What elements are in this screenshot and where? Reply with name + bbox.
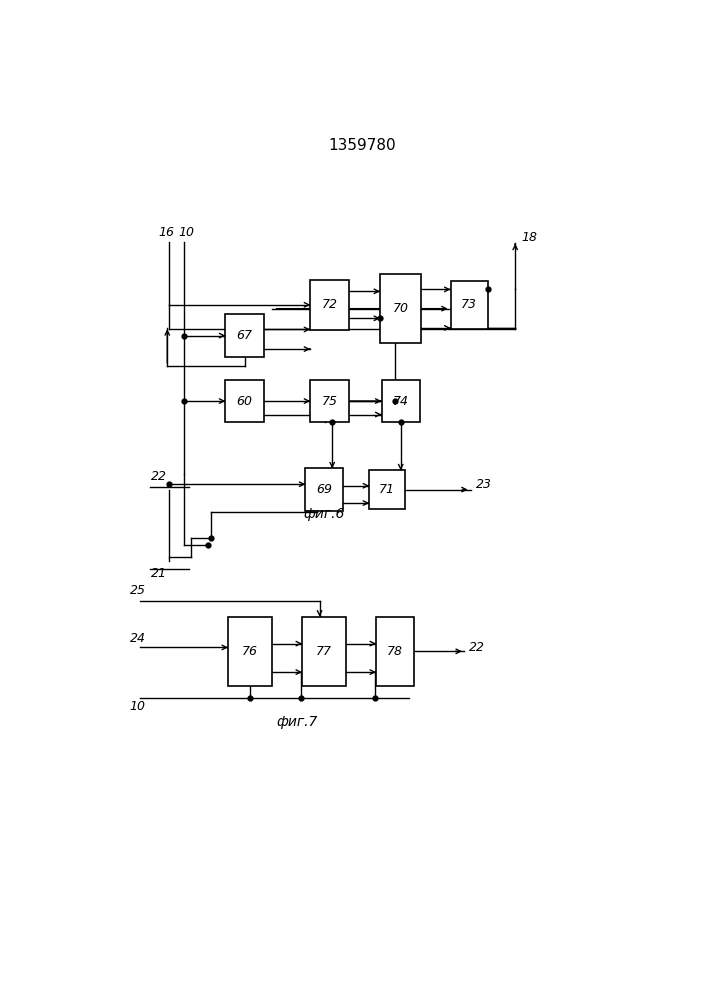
Bar: [302, 617, 346, 686]
Text: 78: 78: [387, 645, 403, 658]
Bar: [450, 281, 488, 329]
Text: 74: 74: [392, 395, 409, 408]
Bar: [376, 617, 414, 686]
Text: 25: 25: [129, 584, 146, 597]
Text: 71: 71: [379, 483, 395, 496]
Text: 75: 75: [322, 395, 337, 408]
Bar: [369, 470, 405, 509]
Text: 77: 77: [316, 645, 332, 658]
Text: 22: 22: [151, 470, 167, 483]
Bar: [226, 380, 264, 422]
Text: 60: 60: [237, 395, 252, 408]
Text: 22: 22: [469, 641, 485, 654]
Bar: [310, 380, 349, 422]
Text: фиг.7: фиг.7: [276, 715, 317, 729]
Bar: [382, 380, 420, 422]
Text: 10: 10: [178, 226, 194, 239]
Text: 10: 10: [129, 700, 146, 713]
Bar: [310, 280, 349, 330]
Text: 21: 21: [151, 567, 167, 580]
Text: 16: 16: [159, 226, 175, 239]
Bar: [228, 617, 272, 686]
Text: 24: 24: [129, 632, 146, 645]
Text: 72: 72: [322, 298, 337, 311]
Text: 23: 23: [476, 478, 492, 491]
Text: 76: 76: [242, 645, 258, 658]
Text: фиг.6: фиг.6: [303, 507, 345, 521]
Text: 73: 73: [461, 298, 477, 311]
Text: 69: 69: [316, 483, 332, 496]
Text: 1359780: 1359780: [329, 138, 396, 153]
Text: 18: 18: [522, 231, 538, 244]
Bar: [305, 468, 343, 511]
Text: 70: 70: [392, 302, 409, 315]
Text: 67: 67: [237, 329, 252, 342]
Bar: [226, 314, 264, 357]
Bar: [380, 274, 421, 343]
